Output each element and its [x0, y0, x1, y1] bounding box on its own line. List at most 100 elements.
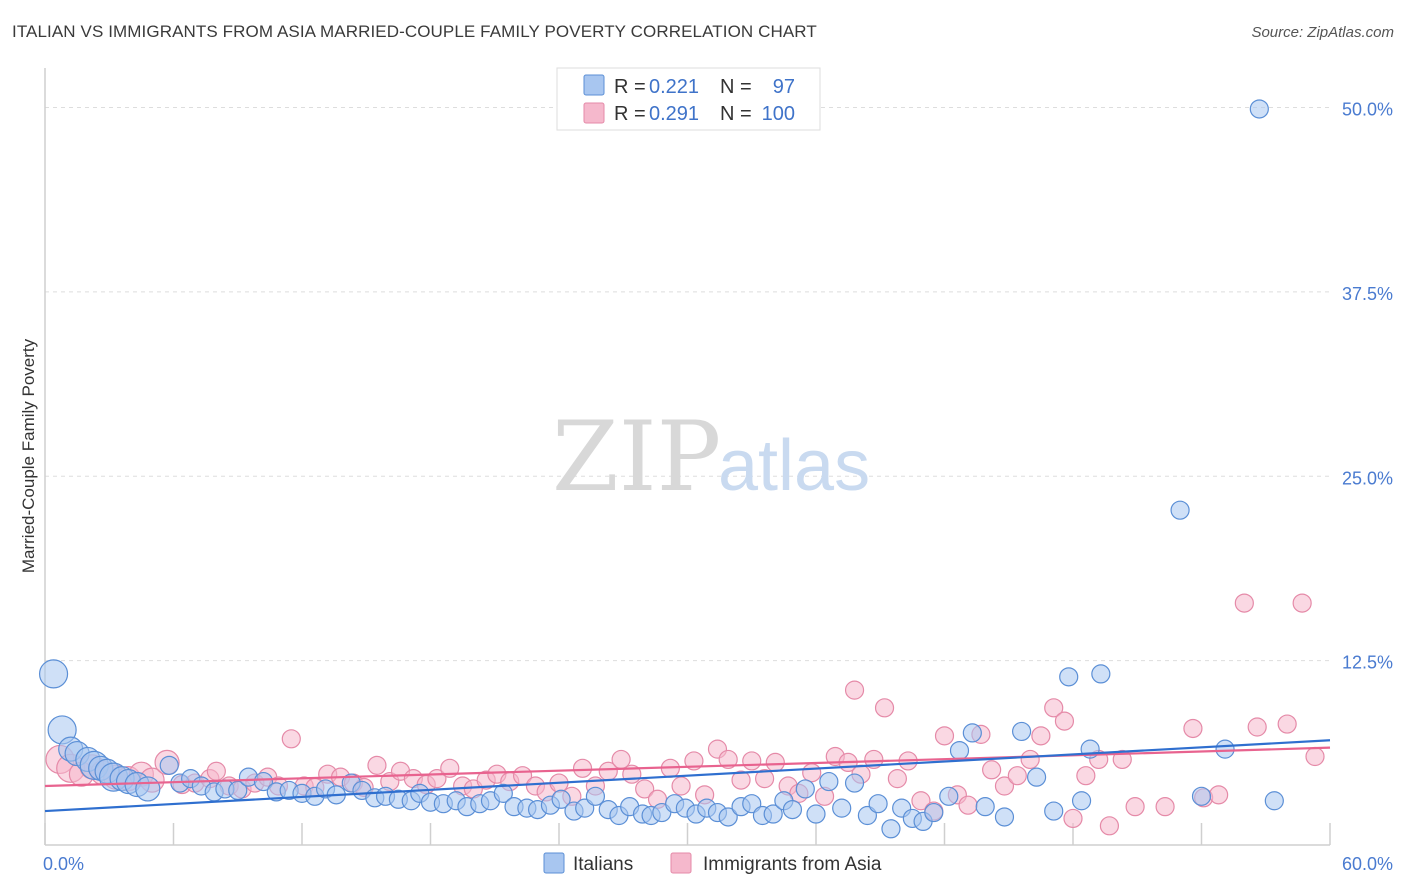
immigrants-point-82 [1031, 726, 1051, 746]
watermark-atlas: atlas [718, 426, 870, 506]
immigrants-point-62 [802, 763, 822, 783]
legend-n-value-1: 97 [773, 76, 795, 98]
immigrants-point-84 [1054, 711, 1075, 731]
italians-point-80 [939, 786, 959, 806]
immigrants-point-69 [874, 698, 895, 718]
immigrants-point-94 [1209, 785, 1229, 805]
italians-point-41 [493, 783, 513, 803]
italians-point-67 [782, 799, 803, 820]
x-tick-label-min: 0.0% [43, 854, 84, 874]
immigrants-point-55 [718, 749, 738, 770]
italians-point-46 [551, 789, 571, 809]
immigrants-point-57 [742, 751, 762, 771]
italians-point-79 [924, 802, 944, 823]
italians-point-72 [844, 773, 865, 793]
immigrants-point-98 [1292, 593, 1312, 613]
immigrants-point-59 [765, 752, 785, 773]
bottom-legend-swatch-immigrants [670, 852, 692, 874]
italians-point-93 [1191, 786, 1212, 806]
italians-point-83 [975, 797, 995, 817]
italians-point-70 [819, 771, 839, 792]
immigrants-point-88 [1099, 816, 1120, 836]
immigrants-point-68 [864, 749, 884, 770]
italians-point-91 [1091, 664, 1111, 684]
chart-title: ITALIAN VS IMMIGRANTS FROM ASIA MARRIED-… [12, 22, 817, 41]
immigrants-point-51 [671, 776, 691, 796]
immigrants-point-99 [1305, 746, 1325, 767]
italians-point-71 [832, 798, 852, 818]
italians-point-85 [1011, 721, 1032, 742]
legend-swatch-immigrants [583, 102, 605, 124]
italians-point-86 [1026, 767, 1047, 787]
italians-point-89 [1071, 791, 1092, 811]
immigrants-point-70 [887, 769, 907, 789]
trend-line-immigrants [44, 746, 1331, 788]
immigrants-point-96 [1247, 717, 1267, 737]
immigrants-point-13 [206, 761, 226, 781]
immigrants-point-76 [958, 795, 978, 815]
legend-n-value-2: 100 [762, 103, 795, 125]
immigrants-point-81 [1020, 749, 1040, 770]
trend-lines [44, 739, 1331, 813]
legend-r-value-1: 0.221 [649, 76, 699, 98]
italians-point-0 [38, 659, 69, 689]
immigrants-point-26 [367, 755, 387, 775]
correlation-legend: R = 0.221 N = 97 R = 0.291 N = 100 [556, 67, 821, 131]
immigrants-point-43 [572, 758, 593, 778]
italians-point-84 [994, 807, 1015, 827]
x-tick-label-max: 60.0% [1342, 854, 1393, 874]
immigrants-point-83 [1044, 698, 1064, 718]
italians-point-13 [159, 755, 179, 775]
italians-point-94 [1215, 739, 1235, 759]
immigrants-point-86 [1076, 766, 1096, 786]
immigrants-point-85 [1063, 808, 1083, 829]
italians-point-87 [1044, 801, 1064, 821]
x-tick-marks [44, 823, 1331, 845]
italians-point-61 [718, 807, 738, 827]
italians-point-21 [253, 771, 274, 792]
watermark-zip: ZIP [552, 401, 721, 513]
italians-point-12 [135, 776, 161, 802]
italians-point-65 [763, 804, 783, 824]
immigrants-point-19 [281, 729, 301, 749]
y-tick-label-0: 12.5% [1342, 653, 1393, 673]
italians-point-49 [585, 786, 606, 806]
series-legend: Italians Immigrants from Asia [543, 852, 882, 875]
italians-point-96 [1249, 99, 1269, 119]
y-tick-label-1: 25.0% [1342, 468, 1393, 488]
immigrants-point-79 [994, 776, 1015, 796]
legend-r-label-1: R = [614, 76, 646, 98]
legend-n-label-2: N = [720, 103, 752, 125]
y-axis-label: Married-Couple Family Poverty [19, 338, 38, 573]
italians-point-82 [962, 723, 982, 743]
y-tick-labels: 12.5% 25.0% 37.5% 50.0% [1342, 100, 1393, 673]
immigrants-point-92 [1183, 718, 1203, 739]
immigrants-point-56 [731, 770, 751, 790]
italians-point-92 [1170, 500, 1190, 520]
immigrants-point-48 [635, 779, 655, 799]
italians-point-68 [795, 779, 815, 799]
immigrants-point-97 [1277, 714, 1297, 734]
italians-point-88 [1059, 667, 1079, 687]
immigrants-point-72 [911, 791, 931, 811]
immigrants-point-78 [982, 760, 1002, 780]
italians-point-69 [806, 804, 826, 824]
trend-line-italians [44, 739, 1331, 813]
legend-r-label-2: R = [614, 103, 646, 125]
y-tick-label-3: 50.0% [1342, 100, 1393, 120]
bottom-legend-swatch-italians [543, 852, 565, 874]
immigrants-point-58 [754, 769, 775, 789]
immigrants-point-66 [844, 680, 865, 700]
immigrants-point-80 [1007, 766, 1027, 786]
immigrants-point-90 [1125, 797, 1145, 817]
legend-swatch-italians [583, 74, 605, 96]
italians-point-81 [949, 740, 970, 761]
source-label: Source: ZipAtlas.com [1251, 24, 1394, 41]
immigrants-point-74 [934, 726, 955, 746]
bottom-legend-label-italians: Italians [573, 854, 633, 875]
series-italians-points [38, 99, 1284, 839]
bottom-legend-label-immigrants: Immigrants from Asia [703, 854, 882, 875]
legend-r-value-2: 0.291 [649, 103, 699, 125]
immigrants-point-95 [1234, 593, 1254, 613]
